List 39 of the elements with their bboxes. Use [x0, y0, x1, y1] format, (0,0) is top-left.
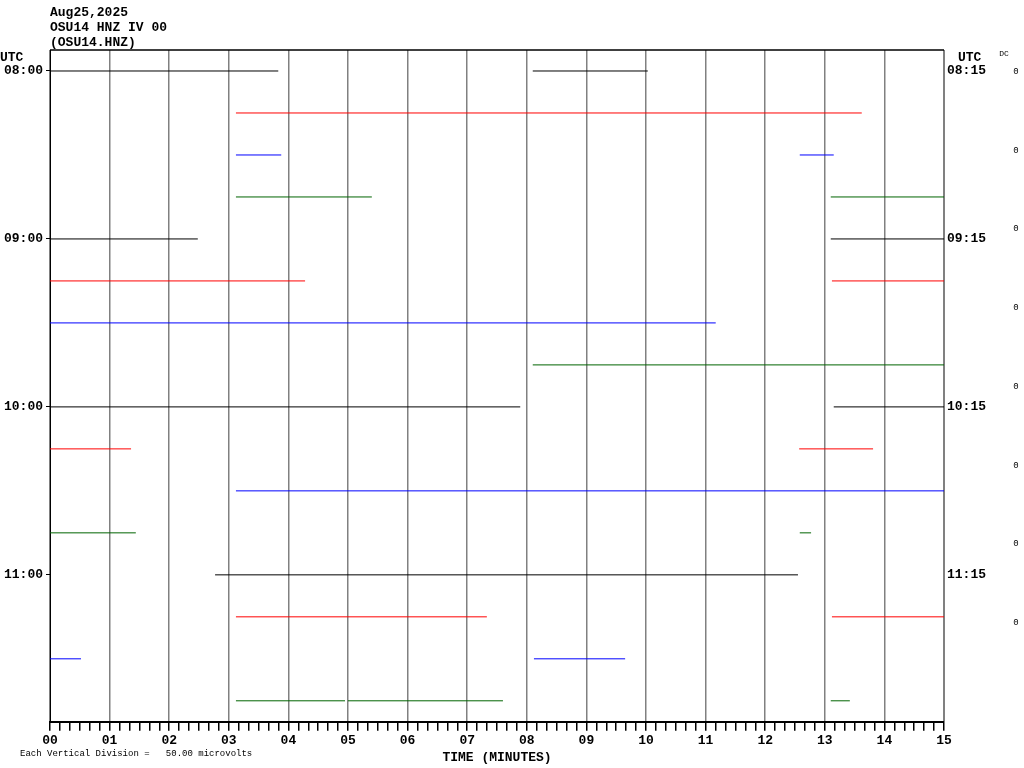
x-tick-label: 09	[578, 732, 595, 748]
x-tick-label: 03	[221, 732, 237, 748]
text: 0	[1013, 460, 1019, 471]
chart-title: Aug25,2025	[50, 5, 129, 20]
x-tick-label: 07	[459, 732, 475, 748]
y2-tick-label: 10:15	[947, 399, 987, 415]
text: 0	[1013, 381, 1019, 392]
y2-tick-label: 09:15	[947, 231, 987, 247]
x-axis-title: TIME (MINUTES)	[442, 750, 552, 766]
x-tick-label: 14	[876, 732, 893, 748]
x-tick-label: 15	[936, 732, 952, 748]
text: 0	[1013, 303, 1019, 314]
y-tick-label: 10:00	[3, 399, 44, 415]
y-tick-label: 09:00	[3, 231, 44, 247]
text: 0	[1013, 618, 1019, 629]
x-tick-label: 05	[340, 732, 356, 748]
text: DC	[999, 49, 1009, 58]
x-tick-label: 10	[638, 732, 654, 748]
x-tick-label: 08	[519, 732, 535, 748]
text: 0	[1013, 67, 1019, 77]
x-tick-label: 11	[697, 732, 714, 748]
y-tick-label: 08:00	[3, 63, 44, 79]
x-tick-label: 02	[161, 732, 178, 748]
y2-axis-title: UTC	[958, 50, 982, 65]
x-tick-label: 12	[757, 732, 774, 748]
text: 0	[1013, 539, 1019, 550]
x-tick-label: 04	[280, 732, 297, 748]
x-tick-label: 13	[817, 732, 833, 748]
y-axis-title: UTC	[0, 50, 24, 65]
x-tick-label: 06	[399, 732, 416, 748]
text: 0	[1013, 145, 1019, 156]
y-tick-label: 11:00	[3, 567, 44, 583]
y2-tick-label: 11:15	[947, 567, 987, 583]
x-tick-label: 00	[42, 732, 58, 748]
y2-tick-label: 08:15	[947, 63, 987, 79]
text: 0	[1013, 224, 1019, 235]
text: Each Vertical Division = 50.00 microvolts	[20, 749, 253, 759]
x-tick-label: 01	[101, 732, 118, 748]
chart-subtitle: OSU14 HNZ IV 00 (OSU14.HNZ)	[50, 20, 168, 50]
